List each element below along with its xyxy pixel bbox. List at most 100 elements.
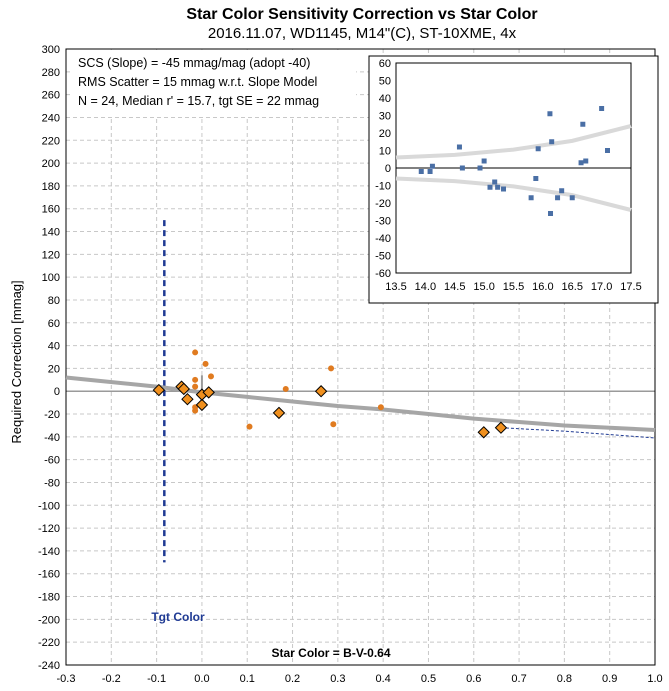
inset-point bbox=[533, 176, 539, 181]
data-diamond bbox=[272, 406, 286, 420]
inset-point bbox=[548, 211, 554, 216]
inset-point bbox=[583, 158, 589, 164]
inset-point bbox=[481, 158, 487, 164]
plot-frame bbox=[65, 48, 656, 666]
annotation-line-3: N = 24, Median r' = 15.7, tgt SE = 22 mm… bbox=[78, 94, 319, 108]
annotation-line-1: SCS (Slope) = -45 mmag/mag (adopt -40) bbox=[78, 56, 310, 70]
y-tick-label: 180 bbox=[42, 181, 60, 193]
inset-y-tick-label: -10 bbox=[375, 181, 391, 193]
y-tick-label: -120 bbox=[38, 523, 60, 535]
data-diamond bbox=[152, 383, 166, 397]
x-tick-label: 0.3 bbox=[330, 673, 345, 685]
x-tick-label: 1.0 bbox=[647, 673, 662, 685]
y-tick-label: -160 bbox=[38, 569, 60, 581]
inset-point bbox=[578, 160, 584, 166]
data-diamond bbox=[202, 386, 215, 399]
inset-x-tick-label: 13.5 bbox=[385, 281, 406, 293]
data-diamond bbox=[195, 398, 209, 412]
x-tick-label: -0.2 bbox=[102, 673, 121, 685]
x-tick-label: 0.9 bbox=[602, 673, 617, 685]
inset-x-tick-label: 15.5 bbox=[503, 281, 524, 293]
x-tick-label: 0.1 bbox=[240, 673, 255, 685]
inset-y-tick-label: 20 bbox=[379, 128, 391, 140]
inset-point bbox=[501, 186, 507, 192]
data-dot bbox=[207, 373, 214, 380]
data-dot bbox=[202, 360, 209, 367]
y-tick-label: 260 bbox=[42, 90, 60, 102]
chart-title: Star Color Sensitivity Correction vs Sta… bbox=[186, 6, 537, 23]
data-dot bbox=[192, 349, 199, 356]
inset-point bbox=[495, 184, 501, 190]
inset-y-tick-label: 60 bbox=[379, 58, 391, 70]
y-tick-label: -80 bbox=[44, 477, 60, 489]
inset-y-tick-label: 30 bbox=[379, 111, 391, 123]
inset-point bbox=[547, 111, 553, 117]
inset-y-tick-label: -30 bbox=[375, 216, 391, 228]
y-tick-label: -180 bbox=[38, 592, 60, 604]
y-tick-label: 40 bbox=[48, 341, 60, 353]
x-tick-label: 0.5 bbox=[421, 673, 436, 685]
data-diamond bbox=[177, 382, 191, 396]
x-tick-label: 0.7 bbox=[511, 673, 526, 685]
data-diamond bbox=[477, 426, 490, 439]
inset-y-tick-label: 50 bbox=[379, 76, 391, 88]
x-axis-label: Star Color = B-V-0.64 bbox=[271, 646, 390, 660]
y-tick-label: 160 bbox=[42, 204, 60, 216]
y-tick-label: -100 bbox=[38, 500, 60, 512]
y-tick-label: 280 bbox=[42, 67, 60, 79]
inset-y-tick-label: -40 bbox=[375, 233, 391, 245]
x-tick-label: 0.6 bbox=[466, 673, 481, 685]
inset-point bbox=[492, 179, 498, 185]
inset-point bbox=[599, 106, 605, 111]
inset-y-tick-label: -50 bbox=[375, 251, 391, 263]
data-dot bbox=[282, 385, 289, 392]
inset-point bbox=[456, 144, 462, 150]
y-tick-label: 120 bbox=[42, 249, 60, 261]
inset-x-tick-label: 14.5 bbox=[444, 281, 465, 293]
annotation-box: SCS (Slope) = -45 mmag/mag (adopt -40) R… bbox=[72, 50, 356, 116]
inset-y-tick-label: 10 bbox=[379, 146, 391, 158]
inset-x-tick-label: 14.0 bbox=[415, 281, 436, 293]
y-tick-label: 200 bbox=[42, 158, 60, 170]
y-tick-label: 60 bbox=[48, 318, 60, 330]
inset-point bbox=[429, 163, 435, 169]
inset-point bbox=[549, 139, 555, 145]
inset-x-tick-label: 15.0 bbox=[473, 281, 494, 293]
data-dot bbox=[328, 365, 335, 372]
x-tick-label: 0.8 bbox=[557, 673, 572, 685]
data-dot bbox=[377, 404, 384, 411]
y-axis-label: Required Correction [mmag] bbox=[9, 280, 24, 443]
x-tick-label: -0.1 bbox=[147, 673, 166, 685]
inset-x-tick-label: 17.5 bbox=[620, 281, 641, 293]
inset-point bbox=[477, 165, 483, 171]
y-tick-label: -60 bbox=[44, 455, 60, 467]
inset-x-tick-label: 16.0 bbox=[532, 281, 553, 293]
inset-point bbox=[569, 195, 575, 201]
inset-point bbox=[555, 195, 561, 201]
data-diamond bbox=[314, 385, 328, 398]
data-diamond bbox=[494, 421, 508, 434]
inset-point bbox=[535, 146, 541, 152]
x-tick-label: 0.0 bbox=[194, 673, 209, 685]
inset-upper-envelope bbox=[395, 124, 632, 160]
inset-x-tick-label: 17.0 bbox=[591, 281, 612, 293]
y-tick-label: -220 bbox=[38, 637, 60, 649]
inset-point bbox=[580, 121, 586, 127]
inset-y-tick-label: 40 bbox=[379, 93, 391, 105]
inset-x-tick-label: 16.5 bbox=[562, 281, 583, 293]
y-tick-label: 80 bbox=[48, 295, 60, 307]
inset-y-tick-label: -60 bbox=[375, 268, 391, 280]
data-dot bbox=[246, 423, 253, 430]
y-tick-label: 100 bbox=[42, 272, 60, 284]
y-tick-label: -40 bbox=[44, 432, 60, 444]
y-tick-label: -240 bbox=[38, 660, 60, 672]
data-dot bbox=[192, 407, 199, 414]
extrapolation-line bbox=[500, 427, 656, 439]
y-tick-label: 0 bbox=[54, 386, 60, 398]
inset-y-tick-label: -20 bbox=[375, 198, 391, 210]
target-color-label: Tgt Color bbox=[151, 610, 205, 624]
y-tick-label: 140 bbox=[42, 227, 60, 239]
chart-subtitle: 2016.11.07, WD1145, M14"(C), ST-10XME, 4… bbox=[208, 25, 517, 42]
